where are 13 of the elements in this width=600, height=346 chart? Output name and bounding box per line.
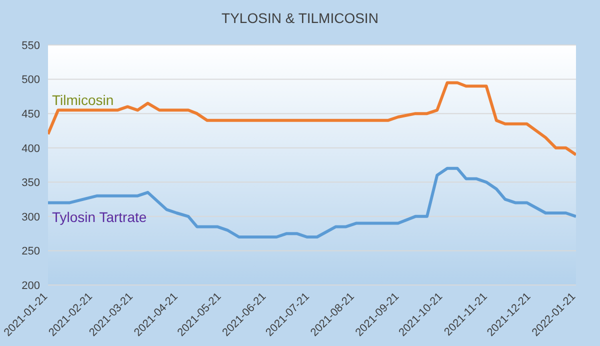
- y-tick-label: 250: [22, 246, 40, 258]
- y-tick-label: 350: [22, 177, 40, 190]
- y-tick-label: 450: [22, 108, 40, 120]
- y-tick-label: 400: [22, 142, 40, 155]
- chart-title: TYLOSIN & TILMICOSIN: [220, 10, 380, 26]
- line-series: [48, 81, 576, 156]
- line-series: [48, 166, 576, 238]
- series-label: Tylosin Tartrate: [52, 208, 147, 225]
- y-tick-label: 300: [22, 211, 40, 224]
- y-tick-label: 500: [22, 74, 40, 86]
- y-tick-label: 200: [22, 280, 40, 292]
- series-label: Tilmicosin: [52, 92, 114, 108]
- y-tick-label: 550: [22, 40, 40, 52]
